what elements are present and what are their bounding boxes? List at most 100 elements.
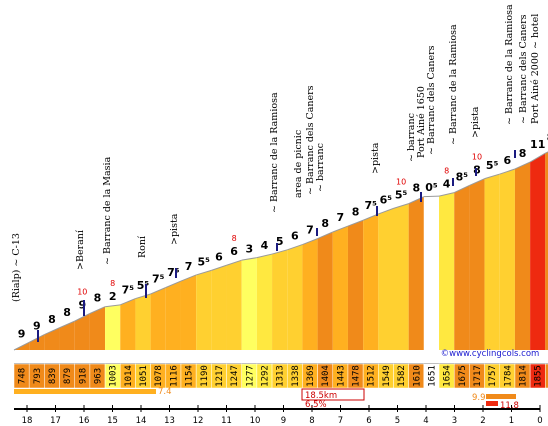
profile-segment <box>135 293 151 350</box>
gradient-label: 8 <box>321 217 329 230</box>
profile-segment <box>499 168 515 350</box>
profile-segment <box>454 185 470 350</box>
km-tick-label: 9 <box>281 416 286 426</box>
gradient-label: 9 <box>18 327 26 340</box>
distance-box <box>301 388 365 401</box>
profile-segment <box>317 231 333 350</box>
altitude-label: 1217 <box>215 365 225 387</box>
profile-edge <box>469 178 485 186</box>
gradient-label: 6 <box>215 250 223 263</box>
profile-edge <box>302 238 318 246</box>
km-tick-label: 13 <box>164 416 175 426</box>
profile-segment <box>514 162 531 350</box>
route-annotation: ~ barranc <box>406 113 417 162</box>
km-tick-label: 3 <box>452 416 457 426</box>
gradient-label: 5⁵ <box>486 159 499 172</box>
altitude-label: 839 <box>48 368 58 384</box>
profile-edge <box>241 257 257 261</box>
altitude-label: 1190 <box>200 365 210 387</box>
profile-segment <box>393 203 409 350</box>
profile-segment <box>545 151 548 350</box>
route-annotation: >pista <box>470 106 481 138</box>
profile-segment <box>332 226 348 350</box>
left-max-label: 7.4 <box>158 387 172 397</box>
km-tick-label: 14 <box>136 416 147 426</box>
route-annotation: >Beraní <box>75 229 86 270</box>
profile-edge <box>271 249 288 255</box>
km-tick-label: 15 <box>107 416 118 426</box>
km-tick-label: 10 <box>250 416 261 426</box>
profile-edge <box>332 225 349 233</box>
route-annotation: Roní <box>137 235 148 258</box>
km-tick-label: 17 <box>50 416 61 426</box>
route-annotation: Port Ainé 1650 <box>416 86 427 158</box>
altitude-label: 748 <box>18 368 28 384</box>
profile-segment <box>530 153 546 350</box>
profile-segment <box>150 287 166 350</box>
profile-edge <box>59 320 75 329</box>
route-marker <box>420 192 422 202</box>
profile-segment <box>241 257 257 350</box>
max-gradient-label: 10 <box>396 178 406 187</box>
altitude-label: 1717 <box>473 365 483 387</box>
route-annotation: area de picnic <box>293 130 304 198</box>
route-annotation: ~ Barranc de la Masia <box>102 156 113 265</box>
gradient-label: 5⁵ <box>395 189 408 202</box>
route-annotation: ~ Barranc dels Caners <box>518 14 529 124</box>
profile-edge <box>287 244 303 251</box>
gradient-label: 7⁵ <box>364 199 377 212</box>
right-max-label: 9.9 <box>472 393 486 403</box>
altitude-label: 1814 <box>519 365 529 387</box>
gradient-label: 7⁵ <box>167 266 180 279</box>
altitude-label: 1154 <box>185 365 195 387</box>
route-annotation: ~ Barranc de la Ramiosa <box>269 92 280 213</box>
profile-segment <box>226 260 242 350</box>
route-annotation: >pista <box>370 142 381 174</box>
gradient-label: 8⁵ <box>547 131 548 144</box>
gradient-label: 0⁵ <box>425 181 438 194</box>
altitude-label: 1338 <box>291 365 301 387</box>
profile-edge <box>529 152 546 163</box>
profile-segment <box>59 321 75 350</box>
altitude-label: 1784 <box>503 365 513 387</box>
max-gradient-label: 8 <box>232 234 237 243</box>
gradient-label: 7 <box>337 211 345 224</box>
altitude-label: 1247 <box>230 365 240 387</box>
profile-edge <box>150 287 166 295</box>
altitude-cell <box>545 363 548 389</box>
km-tick-label: 4 <box>423 416 428 426</box>
gradient-label: 6 <box>291 230 299 243</box>
km-tick-label: 6 <box>366 416 371 426</box>
route-annotation: ~ Barranc dels Caners <box>305 85 316 195</box>
route-marker <box>83 300 85 316</box>
altitude-label: 1404 <box>321 365 331 387</box>
gradient-label: 2 <box>109 290 117 303</box>
altitude-label: 1078 <box>154 365 164 387</box>
distance-label: 18.5km <box>305 391 337 401</box>
profile-edge <box>514 161 531 170</box>
profile-segment <box>469 178 485 350</box>
profile-edge <box>105 304 121 308</box>
profile-edge <box>74 313 91 322</box>
profile-edge <box>165 280 182 288</box>
altitude-label: 1313 <box>276 365 286 387</box>
profile-segment <box>256 254 273 350</box>
altitude-label: 793 <box>33 368 43 384</box>
altitude-label: 1369 <box>306 365 316 387</box>
gradient-label: 9 <box>78 298 86 311</box>
altitude-label: 1443 <box>336 365 346 387</box>
altitude-label: 1855 <box>534 365 544 387</box>
km-tick-label: 7 <box>338 416 343 426</box>
profile-edge <box>256 253 273 259</box>
left-max-bar <box>14 389 156 394</box>
gradient-label: 8 <box>94 292 102 305</box>
altitude-label: 1651 <box>427 365 437 387</box>
gradient-label: 8 <box>412 182 420 195</box>
route-annotation: Port Ainé 2000 ~ hotel <box>530 14 541 124</box>
profile-segment <box>302 238 318 350</box>
altitude-label: 1582 <box>397 365 407 387</box>
gradient-label: 8⁵ <box>456 170 469 183</box>
km-tick-label: 12 <box>193 416 204 426</box>
profile-edge <box>28 334 45 343</box>
profile-edge <box>211 264 227 271</box>
